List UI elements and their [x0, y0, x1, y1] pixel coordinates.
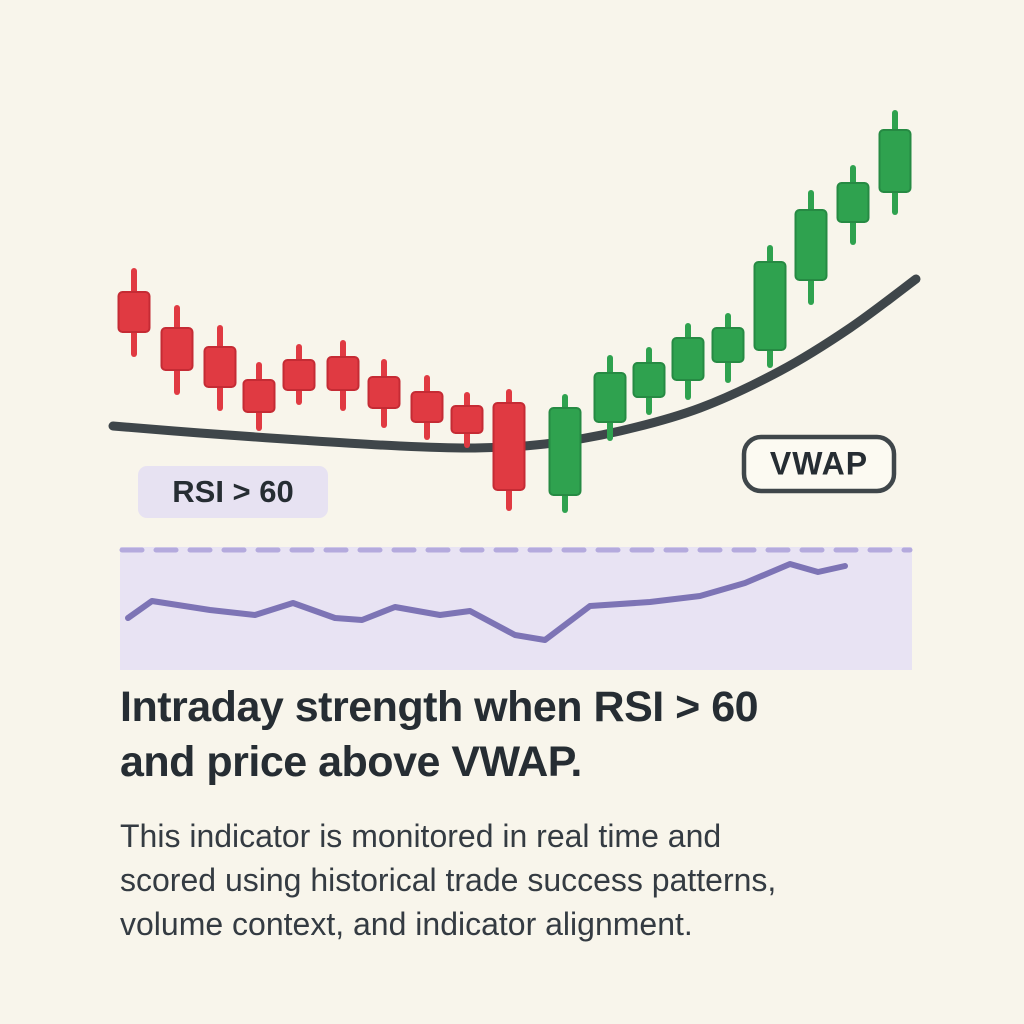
candle-body [242, 379, 276, 413]
candle-body [836, 182, 870, 223]
description: This indicator is monitored in real time… [120, 814, 776, 946]
candle-body [878, 129, 912, 193]
vwap-badge-background [741, 434, 897, 494]
candlestick-vwap-rsi-chart: RSI > 60 VWAP [108, 110, 921, 670]
candle-down [282, 344, 316, 405]
candle-up [878, 110, 912, 215]
rsi-badge-background [138, 466, 328, 518]
vwap-curve [108, 274, 921, 453]
candle-up [632, 347, 666, 415]
rsi-subchart [119, 547, 913, 670]
description-line-2: scored using historical trade success pa… [120, 862, 777, 899]
candle-up [711, 313, 745, 383]
candle-body [203, 346, 237, 388]
candle-body [593, 372, 627, 423]
candle-body [326, 356, 360, 391]
candle-down [450, 392, 484, 448]
vwap-line [108, 274, 921, 453]
candle-down [326, 340, 360, 411]
candle-body [753, 261, 787, 351]
candle-body [367, 376, 401, 409]
rsi-badge: RSI > 60 [138, 466, 328, 518]
candle-body [794, 209, 828, 281]
candle-down [203, 325, 237, 411]
headline-line-2: and price above VWAP. [120, 738, 582, 787]
vwap-badge: VWAP [741, 434, 897, 494]
candle-body [548, 407, 582, 496]
candle-body [160, 327, 194, 371]
candle-body [632, 362, 666, 398]
candle-body [450, 405, 484, 434]
candle-down [410, 375, 444, 440]
candle-body [410, 391, 444, 423]
headline: Intraday strength when RSI > 60 and pric… [120, 680, 759, 790]
headline-line-1: Intraday strength when RSI > 60 [120, 683, 759, 731]
description-line-3: volume context, and indicator alignment. [120, 906, 693, 943]
candle-down [160, 305, 194, 395]
candle-up [794, 190, 828, 305]
candle-body [117, 291, 151, 333]
candle-up [753, 245, 787, 368]
candle-up [593, 355, 627, 441]
candle-body [711, 327, 745, 363]
candle-up [671, 323, 705, 400]
candle-up [548, 394, 582, 513]
candle-down [492, 389, 526, 511]
candle-body [671, 337, 705, 381]
description-line-1: This indicator is monitored in real time… [120, 818, 722, 854]
candlestick-series [117, 110, 912, 513]
rsi-line [125, 561, 848, 643]
candle-body [282, 359, 316, 391]
vwap-badge-label: VWAP [770, 445, 868, 481]
candle-body [492, 402, 526, 491]
candle-up [836, 165, 870, 245]
candle-down [242, 362, 276, 431]
rsi-badge-label: RSI > 60 [172, 474, 294, 509]
candle-down [117, 268, 151, 357]
candle-down [367, 359, 401, 428]
